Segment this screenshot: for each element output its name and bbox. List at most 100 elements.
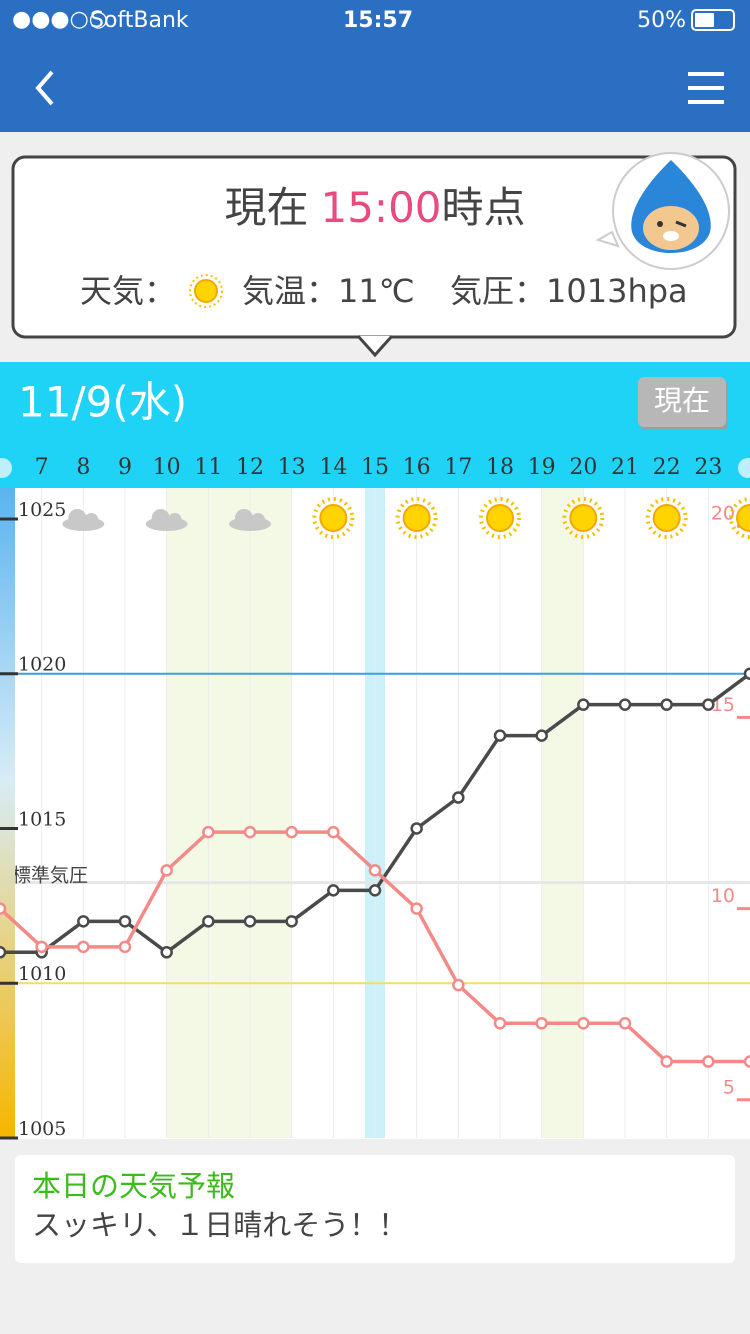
battery-text: 50% (637, 8, 686, 33)
shaded-band (166, 488, 292, 1138)
cloud-part (68, 509, 87, 527)
hour-label: 7 (35, 455, 49, 480)
point (618, 698, 632, 711)
hour-label: 19 (528, 455, 556, 480)
point (0, 946, 7, 959)
y2-tick-label: 10 (711, 885, 735, 907)
point (660, 698, 673, 711)
hour-label: 20 (569, 455, 597, 480)
point (202, 825, 215, 839)
point (368, 864, 382, 877)
cloud-part (151, 509, 170, 527)
hour-label: 12 (236, 455, 264, 480)
sun-core (736, 504, 750, 532)
plot: 7 8 9 10 11 12 13 14 15 16 17 18 19 20 21 22 23 標準気圧 1005 1… (0, 455, 750, 1140)
point (493, 1017, 507, 1030)
point (77, 915, 90, 928)
weather-icon (562, 497, 605, 539)
point (577, 698, 590, 711)
y2-tick-label: 20 (711, 503, 735, 525)
mascot (595, 152, 730, 270)
cloud-part (251, 513, 265, 527)
current-time: 15:00 (320, 183, 441, 232)
point (702, 1055, 715, 1068)
weather-icon (312, 497, 355, 539)
sun-rays (395, 497, 438, 539)
back-button[interactable] (35, 70, 54, 106)
cloud-part (84, 513, 99, 527)
current-label: 現在 (224, 183, 308, 232)
sun-core (486, 504, 514, 532)
point (452, 978, 465, 992)
sun-rays (562, 497, 605, 539)
sun-rays (312, 497, 355, 539)
hour-label: 16 (403, 455, 431, 480)
cloud-part (235, 509, 253, 527)
now-button[interactable] (638, 377, 726, 427)
point (160, 946, 173, 959)
current-heading: 現在 15:00時点 (224, 183, 525, 232)
carrier: SoftBank (90, 8, 189, 33)
weather-icon (645, 497, 688, 539)
hour-label: 18 (486, 455, 514, 480)
weather-icon (729, 497, 750, 539)
prev-arrow[interactable] (0, 458, 12, 478)
weather-icon (229, 509, 271, 531)
pointer-mask (356, 330, 394, 335)
forecast-card (15, 1155, 735, 1263)
hour-label: 10 (153, 455, 181, 480)
temperature: 気温：11℃ (242, 272, 415, 310)
menu-button[interactable] (688, 72, 724, 104)
current-suffix: 時点 (442, 183, 526, 232)
hour-label: 22 (653, 455, 681, 480)
point (535, 729, 548, 742)
point (243, 915, 257, 928)
sun-core (319, 504, 348, 532)
y-tick-label: 1010 (18, 963, 66, 985)
shaded-band (541, 488, 584, 1138)
point (77, 940, 90, 954)
weather-icon (479, 497, 521, 539)
date-bar (0, 362, 750, 488)
signal: ●●●○○ (12, 7, 108, 32)
y-tick-label: 1020 (18, 654, 66, 676)
point (327, 884, 340, 897)
hour-label: 14 (319, 455, 347, 480)
point (160, 864, 173, 877)
point (285, 915, 298, 928)
point (0, 902, 7, 915)
battery-icon (691, 9, 735, 31)
point (410, 822, 423, 835)
hour-label: 8 (76, 455, 90, 480)
header-bg (0, 0, 750, 132)
date: 11/9(水) (18, 378, 187, 427)
hour-label: 11 (194, 455, 222, 480)
weather-icon (395, 497, 438, 539)
hour-label: 9 (118, 455, 132, 480)
now-button-label[interactable]: 現在 (654, 384, 710, 417)
y-tick-label: 1015 (18, 808, 66, 830)
point (618, 1017, 632, 1030)
y-tick-label: 1005 (18, 1118, 66, 1140)
forecast-title: 本日の天気予報 (32, 1169, 235, 1203)
point (118, 940, 132, 954)
point (410, 902, 423, 915)
point (743, 1055, 750, 1068)
sun-core (569, 504, 598, 532)
point (577, 1017, 590, 1030)
point (702, 698, 715, 711)
hour-label: 17 (444, 455, 472, 480)
point (452, 791, 465, 804)
point (243, 825, 257, 839)
pressure-gradient (0, 488, 15, 1138)
point (535, 1017, 548, 1030)
next-arrow[interactable] (738, 458, 750, 478)
point (743, 667, 750, 680)
point (493, 729, 507, 742)
point (202, 915, 215, 928)
cloud-part (167, 513, 182, 527)
hour-label: 13 (278, 455, 306, 480)
sun-core (652, 504, 681, 532)
